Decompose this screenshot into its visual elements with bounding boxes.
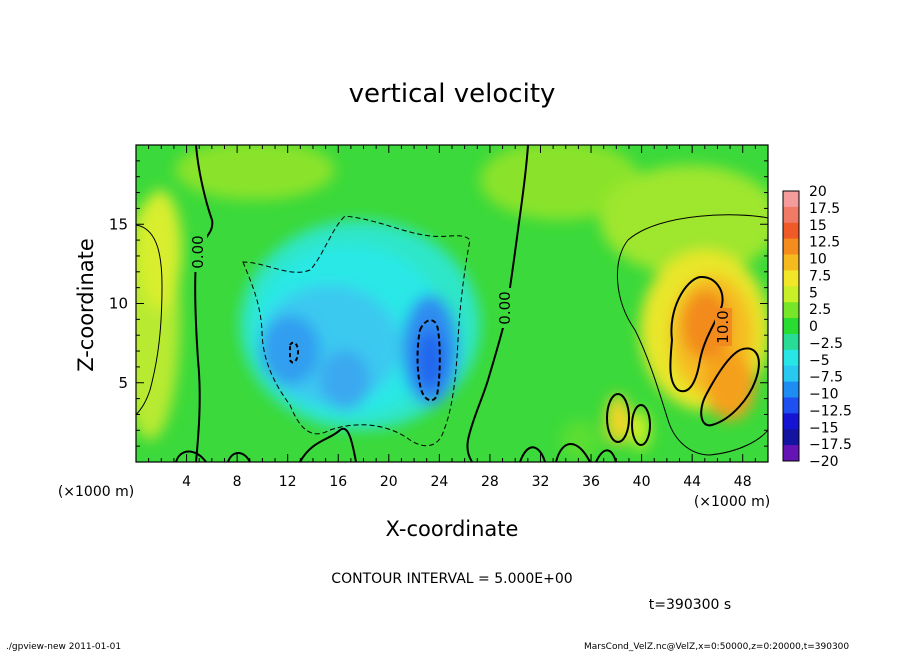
contour-lines bbox=[136, 145, 768, 462]
contour-labels: 0.00 0.00 10.0 bbox=[189, 232, 732, 346]
contour-label: 0.00 bbox=[189, 235, 207, 268]
colorbar: 2017.51512.5107.552.50−2.5−5−7.5−10−12.5… bbox=[782, 184, 852, 470]
colorbar-swatch bbox=[783, 413, 799, 430]
x-tick-label: 20 bbox=[380, 474, 398, 490]
colorbar-label: 20 bbox=[809, 184, 827, 200]
y-tick-label: 10 bbox=[109, 295, 128, 313]
colorbar-label: 10 bbox=[809, 252, 827, 268]
footer-right: MarsCond_VelZ.nc@VelZ,x=0:50000,z=0:2000… bbox=[584, 642, 850, 652]
x-tick-label: 8 bbox=[233, 474, 242, 490]
colorbar-swatch bbox=[783, 318, 799, 335]
colorbar-swatch bbox=[783, 222, 799, 240]
z-axis-unit: (×1000 m) bbox=[58, 484, 134, 500]
velocity-field: 0.00 0.00 10.0 bbox=[136, 145, 768, 462]
y-axis-label: Z-coordinate bbox=[74, 238, 98, 372]
x-tick-label: 40 bbox=[633, 474, 651, 490]
y-tick-label: 15 bbox=[109, 215, 128, 233]
y-tick-label: 5 bbox=[118, 374, 128, 392]
colorbar-swatch bbox=[783, 349, 799, 367]
time-label: t=390300 s bbox=[649, 597, 731, 613]
footer-left: ./gpview-new 2011-01-01 bbox=[6, 642, 122, 652]
colorbar-swatch bbox=[783, 206, 799, 224]
colorbar-swatch bbox=[783, 238, 799, 256]
colorbar-swatch bbox=[783, 445, 799, 462]
colorbar-label: 2.5 bbox=[809, 302, 831, 318]
contour-interval-label: CONTOUR INTERVAL = 5.000E+00 bbox=[331, 571, 572, 587]
x-tick-label: 44 bbox=[683, 474, 701, 490]
colorbar-label: 12.5 bbox=[809, 235, 840, 251]
colorbar-swatch bbox=[783, 333, 799, 351]
x-tick-label: 4 bbox=[182, 474, 191, 490]
colorbar-label: −10 bbox=[809, 387, 839, 403]
contour-label: 10.0 bbox=[714, 310, 732, 343]
colorbar-label: −20 bbox=[809, 454, 839, 470]
colorbar-label: −7.5 bbox=[809, 370, 843, 386]
plot-area: 0.00 0.00 10.0 bbox=[135, 144, 769, 463]
chart-title: vertical velocity bbox=[349, 79, 556, 109]
colorbar-label: −2.5 bbox=[809, 336, 843, 352]
x-axis-unit: (×1000 m) bbox=[694, 494, 770, 510]
colorbar-swatch bbox=[783, 191, 799, 208]
colorbar-label: −5 bbox=[809, 353, 830, 369]
contour-label: 0.00 bbox=[496, 291, 514, 324]
x-tick-label: 12 bbox=[279, 474, 297, 490]
colorbar-label: 7.5 bbox=[809, 268, 831, 284]
colorbar-swatch bbox=[783, 397, 799, 414]
colorbar-label: 15 bbox=[809, 218, 827, 234]
colorbar-swatch bbox=[783, 270, 799, 287]
colorbar-swatch bbox=[783, 429, 799, 446]
y-axis: 5 10 15 bbox=[109, 160, 768, 447]
x-axis: 4 8 12 16 20 24 28 32 36 40 44 48 bbox=[148, 145, 756, 490]
x-tick-label: 36 bbox=[582, 474, 600, 490]
colorbar-swatch bbox=[783, 286, 799, 303]
colorbar-label: −17.5 bbox=[809, 437, 852, 453]
colorbar-label: −15 bbox=[809, 420, 839, 436]
x-tick-label: 16 bbox=[329, 474, 347, 490]
colorbar-label: 17.5 bbox=[809, 201, 840, 217]
x-tick-label: 48 bbox=[734, 474, 752, 490]
x-tick-label: 24 bbox=[430, 474, 448, 490]
colorbar-swatch bbox=[783, 365, 799, 383]
x-axis-label: X-coordinate bbox=[386, 517, 519, 541]
colorbar-swatch bbox=[783, 254, 799, 271]
colorbar-label: 5 bbox=[809, 285, 818, 301]
colorbar-swatch bbox=[783, 381, 799, 398]
x-tick-label: 32 bbox=[532, 474, 550, 490]
x-tick-label: 28 bbox=[481, 474, 499, 490]
colorbar-label: −12.5 bbox=[809, 403, 852, 419]
colorbar-swatch bbox=[783, 302, 799, 319]
colorbar-label: 0 bbox=[809, 319, 818, 335]
